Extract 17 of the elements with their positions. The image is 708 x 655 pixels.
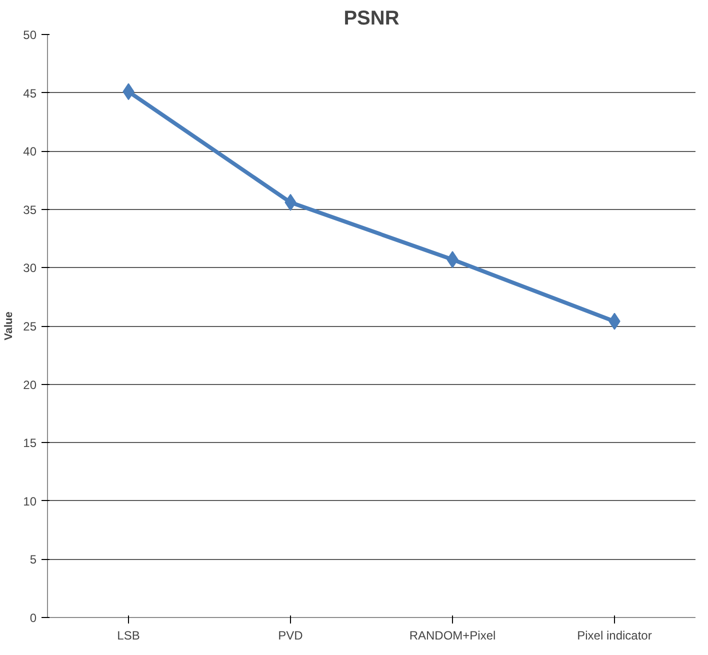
y-tick-label: 35 [23,202,37,217]
y-tick-label: 40 [23,144,37,159]
y-tick-label: 20 [23,378,37,392]
y-axis-title: Value [3,312,16,340]
x-tick-label: RANDOM+Pixel [409,628,496,642]
y-tick-label: 45 [23,86,37,100]
y-tick-label: 50 [23,28,37,42]
x-tick-label: LSB [117,628,140,642]
y-tick-label: 25 [23,320,37,334]
y-tick-label: 30 [23,261,37,276]
x-tick-label: Pixel indicator [577,628,652,642]
y-tick-label: 10 [23,494,37,508]
y-tick-label: 0 [30,611,37,625]
chart-title: PSNR [344,8,400,30]
x-tick-label: PVD [278,628,304,642]
y-tick-label: 15 [23,436,37,450]
y-tick-label: 5 [30,552,37,567]
